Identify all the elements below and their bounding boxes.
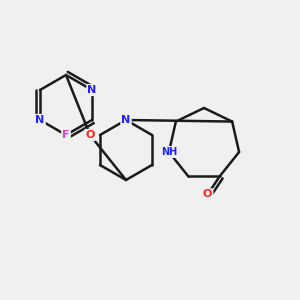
Text: F: F [62, 130, 70, 140]
Text: N: N [87, 85, 97, 95]
Text: O: O [203, 189, 212, 200]
Text: N: N [122, 115, 130, 125]
Text: O: O [85, 130, 95, 140]
Text: NH: NH [161, 147, 177, 157]
Text: N: N [35, 115, 45, 125]
